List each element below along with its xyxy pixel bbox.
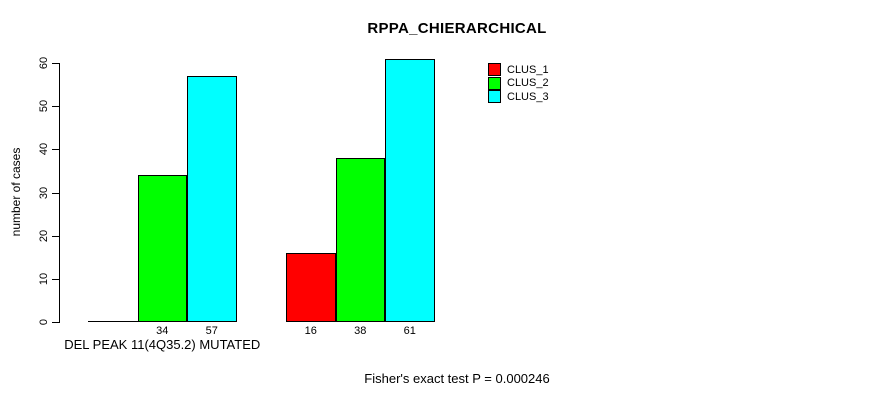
legend-item-clus1: CLUS_1: [488, 63, 549, 77]
bar-clus_1: [286, 252, 336, 322]
y-tick-label: 30: [38, 186, 50, 199]
y-tick-label: 50: [38, 100, 50, 113]
y-axis-tick: [52, 149, 59, 151]
legend: CLUS_1 CLUS_2 CLUS_3: [488, 63, 549, 104]
bar-clus_3: [385, 58, 435, 322]
y-axis-tick: [52, 235, 59, 237]
bar-zero-clus_1: [88, 321, 138, 322]
legend-item-clus2: CLUS_2: [488, 76, 549, 91]
bar-clus_2: [335, 157, 385, 322]
bar-value-label: 16: [304, 325, 317, 337]
y-tick-label: 20: [38, 229, 50, 242]
y-tick-label: 10: [38, 272, 50, 285]
y-tick-label: 60: [38, 56, 50, 70]
y-axis-tick: [52, 192, 59, 194]
legend-label-clus1: CLUS_1: [507, 63, 549, 76]
y-tick-label: 40: [38, 143, 50, 156]
bar-value-label: 38: [354, 325, 367, 337]
bar-value-label: 57: [205, 325, 218, 337]
y-tick-label: 0: [38, 318, 50, 326]
y-axis-tick: [52, 106, 59, 108]
y-axis-tick: [52, 278, 59, 280]
bar-clus_2: [137, 175, 187, 322]
bar-value-label: 34: [156, 325, 169, 337]
y-axis-tick: [52, 63, 59, 64]
chart-title: RPPA_CHIERARCHICAL: [367, 20, 547, 37]
legend-swatch-clus3-icon: [488, 90, 501, 104]
legend-swatch-clus1-icon: [488, 63, 501, 77]
legend-swatch-clus2-icon: [488, 76, 501, 90]
legend-label-clus2: CLUS_2: [507, 77, 549, 90]
legend-item-clus3: CLUS_3: [488, 90, 549, 104]
x-group-label: DEL PEAK 11(4Q35.2) MUTATED: [64, 337, 261, 352]
bar-clus_3: [187, 75, 237, 322]
stat-annotation: Fisher's exact test P = 0.000246: [364, 371, 550, 386]
y-axis-tick: [52, 322, 59, 323]
legend-label-clus3: CLUS_3: [507, 90, 549, 103]
bar-value-label: 61: [403, 325, 416, 337]
y-axis-line: [59, 63, 60, 323]
